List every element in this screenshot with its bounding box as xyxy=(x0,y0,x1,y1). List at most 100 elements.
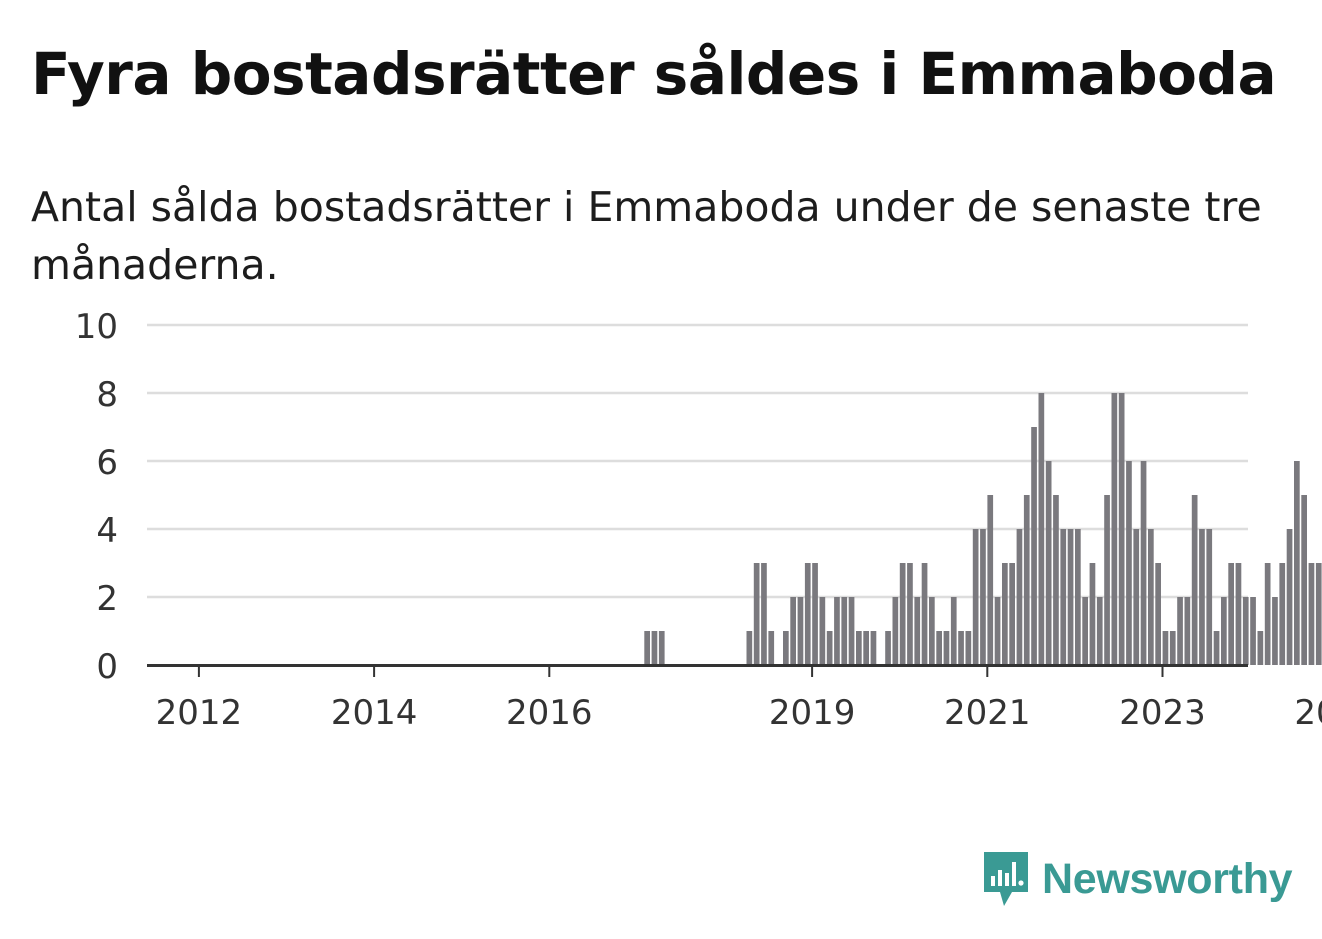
bar xyxy=(1294,461,1300,665)
bar xyxy=(1279,563,1286,665)
x-tick-label: 2021 xyxy=(944,693,1031,733)
bar xyxy=(936,631,942,665)
bar xyxy=(885,631,891,665)
bar xyxy=(1199,529,1205,665)
bar xyxy=(1053,495,1059,665)
x-tick-label: 2014 xyxy=(331,693,418,733)
bar xyxy=(812,563,818,665)
newsworthy-logo: Newsworthy xyxy=(980,848,1293,910)
bar xyxy=(1089,563,1096,665)
bar xyxy=(1023,495,1030,665)
bar xyxy=(1148,529,1154,665)
bar xyxy=(1191,495,1198,665)
y-tick-label: 8 xyxy=(96,375,118,415)
bar xyxy=(1111,393,1118,665)
bar xyxy=(1235,563,1242,665)
bar xyxy=(841,597,848,665)
bar xyxy=(1264,563,1271,665)
chart-subtitle: Antal sålda bostadsrätter i Emmaboda und… xyxy=(31,183,1262,289)
bar xyxy=(1140,461,1147,665)
bar xyxy=(943,631,950,665)
bar xyxy=(1177,597,1183,665)
bar xyxy=(1169,631,1176,665)
y-tick-label: 4 xyxy=(96,511,118,551)
bar xyxy=(746,631,753,665)
bar xyxy=(965,631,972,665)
bar xyxy=(804,563,811,665)
bar xyxy=(1184,597,1191,665)
bar xyxy=(1155,563,1161,665)
bar xyxy=(994,597,1001,665)
brand-name: Newsworthy xyxy=(1042,854,1293,903)
bar xyxy=(1133,529,1140,665)
gridlines xyxy=(147,323,1248,599)
bar xyxy=(644,631,650,665)
bar xyxy=(1286,529,1293,665)
bar xyxy=(929,597,935,665)
bar xyxy=(1250,597,1256,665)
bar xyxy=(1206,529,1213,665)
bar xyxy=(783,631,789,665)
bar xyxy=(1082,597,1088,665)
bar xyxy=(1272,597,1278,665)
bar xyxy=(1221,597,1227,665)
bar xyxy=(1045,461,1052,665)
bar xyxy=(819,597,826,665)
x-tick-label: 2023 xyxy=(1119,693,1206,733)
bar xyxy=(1075,529,1081,665)
bar xyxy=(1126,461,1132,665)
bar xyxy=(907,563,913,665)
bar xyxy=(987,495,994,665)
y-tick-label: 6 xyxy=(96,443,118,483)
bar xyxy=(1009,563,1015,665)
y-axis-labels: 0 2 4 6 8 10 xyxy=(75,307,118,687)
x-tick-label: 2025 xyxy=(1294,693,1322,733)
bar xyxy=(870,631,877,665)
bar xyxy=(1016,529,1023,665)
bar xyxy=(892,597,899,665)
bar xyxy=(761,563,767,665)
bar xyxy=(1242,597,1249,665)
bar xyxy=(921,563,928,665)
bar xyxy=(1228,563,1234,665)
bar xyxy=(826,631,833,665)
bar xyxy=(753,563,760,665)
bar xyxy=(899,563,906,665)
bar xyxy=(1315,563,1322,665)
bar xyxy=(1118,393,1125,665)
bar xyxy=(848,597,855,665)
y-tick-label: 10 xyxy=(75,307,118,347)
bar xyxy=(972,529,979,665)
bar xyxy=(658,631,665,665)
x-tick-label: 2012 xyxy=(156,693,243,733)
bar xyxy=(1162,631,1169,665)
bar xyxy=(1301,495,1307,665)
x-tick-label: 2019 xyxy=(769,693,856,733)
bars xyxy=(644,393,1322,665)
bar xyxy=(958,631,964,665)
bar xyxy=(1038,393,1045,665)
bar xyxy=(1104,495,1110,665)
bar xyxy=(1002,563,1008,665)
x-axis-labels: 2012 2014 2016 2019 2021 2023 2025 xyxy=(156,665,1322,733)
bar xyxy=(856,631,862,665)
bar xyxy=(1096,597,1103,665)
bar xyxy=(1308,563,1315,665)
bar xyxy=(1257,631,1264,665)
bar xyxy=(651,631,658,665)
bar xyxy=(1031,427,1037,665)
bar xyxy=(863,631,869,665)
bar xyxy=(950,597,957,665)
bar xyxy=(1213,631,1220,665)
newsworthy-logo-icon xyxy=(984,852,1028,906)
bar xyxy=(768,631,775,665)
bar xyxy=(834,597,840,665)
bar xyxy=(1067,529,1074,665)
bar xyxy=(790,597,796,665)
x-tick-label: 2016 xyxy=(506,693,593,733)
chart-title: Fyra bostadsrätter såldes i Emmaboda xyxy=(31,40,1277,108)
bar xyxy=(797,597,804,665)
bar xyxy=(1060,529,1067,665)
bar xyxy=(914,597,921,665)
